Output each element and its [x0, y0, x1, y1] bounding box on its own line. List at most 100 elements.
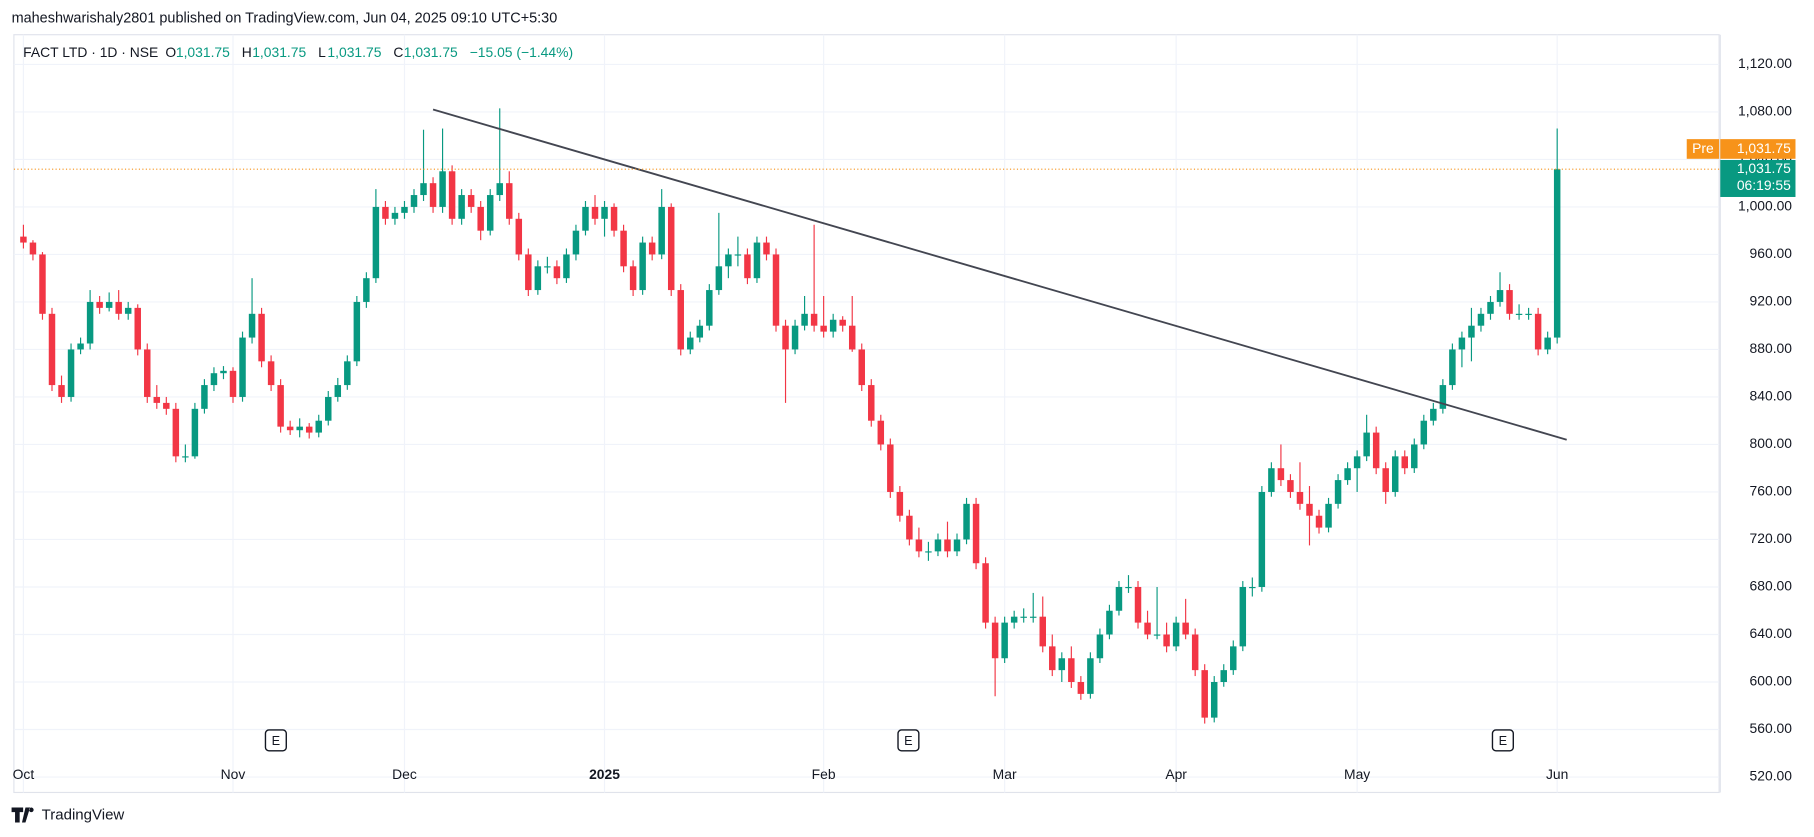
candle-body: [1010, 616, 1018, 623]
candle-body: [325, 396, 332, 421]
candle-body: [1029, 616, 1037, 618]
candle-body: [667, 206, 675, 291]
y-tick-label: 680.00: [1750, 578, 1793, 594]
candle-body: [582, 206, 589, 231]
candle-body: [1487, 301, 1494, 314]
candle-body: [677, 290, 684, 350]
legend-c-key: C: [393, 44, 403, 60]
candle-body: [286, 426, 294, 431]
candle-body: [1391, 456, 1399, 492]
candle-body: [1353, 456, 1361, 469]
candle-body: [810, 313, 818, 326]
legend-close: 1,031.75: [404, 44, 458, 60]
candle-body: [858, 349, 865, 386]
candle-body: [1296, 491, 1304, 504]
candle-body: [1039, 616, 1046, 647]
candle-body: [725, 254, 732, 267]
candle-body: [229, 370, 237, 397]
trendline: [432, 108, 1567, 441]
candle-body: [305, 426, 313, 433]
x-tick-label: Oct: [13, 766, 35, 782]
candle-body: [763, 242, 770, 255]
candle-body: [124, 307, 132, 314]
y-tick-label: 800.00: [1750, 435, 1793, 451]
candle-body: [696, 325, 704, 338]
candle-body: [801, 313, 808, 326]
candle-body: [953, 539, 961, 552]
legend-symbol: FACT LTD · 1D · NSE: [23, 44, 158, 60]
candle-body: [448, 171, 456, 219]
candle-body: [820, 325, 827, 332]
premarket-price-tag: [1720, 139, 1796, 159]
candle-body: [944, 539, 951, 552]
candle-body: [344, 361, 351, 386]
candle-body: [1268, 468, 1275, 492]
candle-body: [1401, 456, 1408, 469]
candle-body: [1134, 586, 1142, 623]
candle-body: [687, 337, 694, 350]
countdown: 06:19:55: [1737, 177, 1791, 193]
x-tick-label: May: [1344, 766, 1370, 782]
candle-body: [1334, 480, 1342, 504]
y-tick-label: 1,120.00: [1738, 55, 1792, 71]
candle-body: [363, 278, 370, 302]
y-tick-label: 640.00: [1750, 625, 1793, 641]
candle-body: [86, 301, 94, 344]
candle-body: [515, 218, 523, 255]
candle-body: [486, 195, 494, 231]
candle-body: [563, 254, 570, 279]
candle-body: [991, 622, 999, 659]
candle-body: [1515, 313, 1523, 315]
y-tick-label: 600.00: [1750, 673, 1793, 689]
y-tick-label: 520.00: [1750, 768, 1793, 784]
candle-body: [1077, 682, 1085, 694]
candle-body: [1172, 622, 1180, 647]
candle-body: [401, 206, 408, 213]
candle-body: [572, 230, 580, 255]
candle-body: [1058, 658, 1066, 671]
candle-body: [67, 349, 75, 397]
candle-body: [96, 301, 103, 308]
candle-body: [1258, 491, 1266, 587]
legend-change: −15.05 (−1.44%): [470, 44, 573, 60]
candle-body: [1477, 313, 1485, 326]
y-tick-label: 560.00: [1750, 720, 1793, 736]
candle-body: [753, 242, 761, 279]
candle-body: [439, 171, 446, 207]
candle-body: [267, 361, 275, 386]
candle-body: [77, 343, 84, 350]
earnings-marker: [264, 729, 287, 752]
candle-body: [1220, 670, 1227, 683]
candle-body: [1153, 634, 1161, 636]
candle-body: [629, 266, 637, 291]
candle-body: [210, 373, 218, 386]
earnings-label: E: [904, 733, 912, 748]
candle-body: [1553, 169, 1561, 338]
brand-logo: [11, 807, 34, 823]
candle-body: [1420, 420, 1428, 445]
legend-open: 1,031.75: [176, 44, 230, 60]
last-price-tag: [1720, 159, 1796, 197]
earnings-label: E: [272, 733, 280, 748]
candle-body: [1430, 408, 1437, 421]
candle-body: [620, 230, 627, 267]
candle-body: [382, 206, 389, 219]
candle-body: [887, 444, 894, 492]
candle-body: [372, 206, 380, 279]
candle-body: [201, 385, 208, 409]
legend-l-key: L: [318, 44, 326, 60]
candle-body: [1306, 503, 1313, 516]
candle-body: [934, 539, 942, 552]
candle-body: [877, 420, 885, 445]
candle-body: [182, 456, 189, 458]
candle-body: [1106, 610, 1113, 635]
candle-body: [420, 183, 427, 196]
candle-body: [296, 426, 303, 431]
candle-body: [115, 301, 122, 314]
candle-body: [58, 385, 65, 397]
candle-body: [1115, 586, 1123, 611]
plot-frame: [13, 34, 1720, 794]
candle-body: [868, 385, 875, 421]
